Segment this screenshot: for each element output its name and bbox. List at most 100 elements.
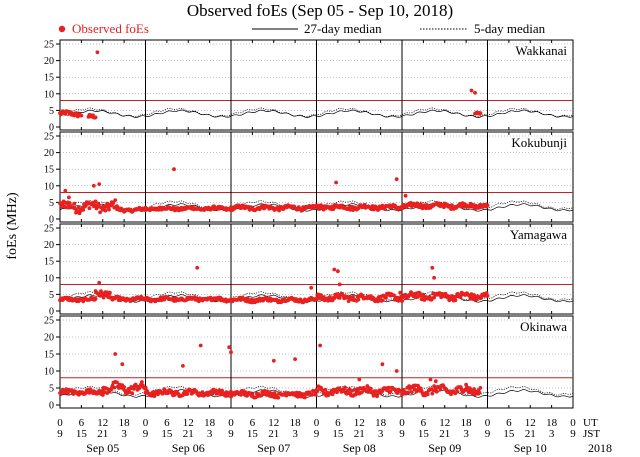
observed-point [162, 387, 167, 392]
y-tick-label: 20 [44, 240, 54, 251]
panel-okinawa: 0 5 10 15 20 25 Okinawa [44, 315, 574, 412]
observed-point [243, 390, 248, 394]
y-axis-label: foEs (MHz) [5, 192, 20, 260]
observed-point [220, 388, 225, 393]
observed-point [93, 296, 98, 301]
observed-point [112, 385, 117, 390]
observed-point [319, 293, 323, 297]
observed-spike [91, 183, 96, 188]
y-tick-label: 25 [44, 40, 54, 51]
observed-spike [430, 265, 435, 270]
observed-spike [67, 195, 71, 200]
legend-median27-label: 27-day median [304, 21, 382, 36]
observed-spike [332, 267, 337, 272]
ut-label: UT [583, 417, 598, 429]
y-tick-label: 15 [44, 257, 54, 268]
station-name: Okinawa [520, 319, 567, 334]
observed-point [425, 392, 430, 397]
observed-point [406, 390, 411, 395]
jst-tick-label: 21 [354, 428, 365, 440]
observed-spike [398, 290, 403, 295]
observed-point [300, 208, 305, 213]
year-label: 2018 [588, 441, 612, 455]
observed-point [366, 390, 371, 394]
day-label: Sep 08 [343, 441, 376, 455]
y-tick-label: 5 [49, 106, 54, 117]
jst-label: JST [583, 428, 600, 440]
y-tick-label: 10 [44, 89, 54, 100]
observed-point [313, 392, 318, 397]
y-tick-label: 0 [49, 401, 54, 412]
observed-point [400, 299, 404, 303]
y-tick-label: 20 [44, 56, 54, 67]
observed-point [335, 292, 339, 296]
jst-tick-label: 15 [76, 428, 88, 440]
jst-tick-label: 21 [268, 428, 279, 440]
ut-tick-label: 12 [183, 417, 194, 429]
jst-tick-label: 3 [292, 428, 298, 440]
ut-tick-label: 6 [506, 417, 512, 429]
jst-tick-label: 21 [439, 428, 450, 440]
observed-point [332, 296, 337, 301]
observed-point [432, 384, 436, 388]
y-tick-label: 15 [44, 350, 54, 361]
observed-point [485, 294, 490, 298]
observed-spike [97, 280, 102, 285]
jst-tick-label: 3 [121, 428, 127, 440]
observed-spike [357, 377, 362, 382]
y-tick-label: 25 [44, 224, 54, 235]
observed-point [485, 203, 490, 208]
observed-spike [293, 357, 297, 361]
observed-spike [195, 265, 200, 270]
jst-tick-label: 9 [57, 428, 63, 440]
observed-spike [172, 167, 176, 172]
observed-spike [309, 285, 314, 290]
y-tick-label: 5 [49, 290, 54, 301]
y-tick-label: 0 [49, 215, 54, 226]
observed-spike [394, 369, 399, 373]
ut-tick-label: 6 [79, 417, 85, 429]
jst-tick-label: 9 [485, 428, 491, 440]
observed-point [108, 290, 112, 295]
observed-point [430, 391, 435, 396]
jst-tick-label: 15 [418, 428, 430, 440]
jst-tick-label: 3 [549, 428, 555, 440]
jst-tick-label: 9 [143, 428, 149, 440]
observed-point [375, 394, 379, 399]
jst-tick-label: 15 [332, 428, 344, 440]
ut-tick-label: 12 [525, 417, 536, 429]
observed-spike [229, 350, 233, 355]
panel-kokubunji: 0 5 10 15 20 25 Kokubunji [44, 131, 574, 226]
jst-tick-label: 9 [228, 428, 234, 440]
ut-tick-label: 18 [290, 417, 302, 429]
observed-point [386, 385, 391, 390]
y-tick-label: 15 [44, 165, 54, 176]
observed-spike [271, 358, 276, 363]
observed-spike [113, 352, 118, 356]
observed-spike [336, 269, 340, 274]
y-tick-label: 25 [44, 132, 54, 143]
observed-point [351, 295, 355, 299]
observed-point [315, 389, 320, 393]
ut-tick-label: 6 [421, 417, 427, 429]
y-tick-label: 20 [44, 148, 54, 159]
observed-point [356, 297, 361, 302]
observed-point [93, 199, 98, 204]
jst-tick-label: 21 [97, 428, 108, 440]
ut-tick-label: 0 [485, 417, 491, 429]
ut-tick-label: 6 [335, 417, 341, 429]
observed-point [310, 392, 314, 397]
observed-point [93, 115, 98, 120]
y-tick-label: 10 [44, 181, 54, 192]
ut-tick-label: 12 [97, 417, 108, 429]
observed-spike [227, 345, 232, 350]
day-label: Sep 09 [428, 441, 461, 455]
observed-spike [334, 180, 338, 185]
observed-point [72, 201, 77, 206]
observed-point [105, 201, 110, 206]
ut-tick-label: 18 [546, 417, 558, 429]
ut-tick-label: 12 [439, 417, 450, 429]
observed-point [132, 387, 136, 391]
jst-tick-label: 3 [207, 428, 213, 440]
